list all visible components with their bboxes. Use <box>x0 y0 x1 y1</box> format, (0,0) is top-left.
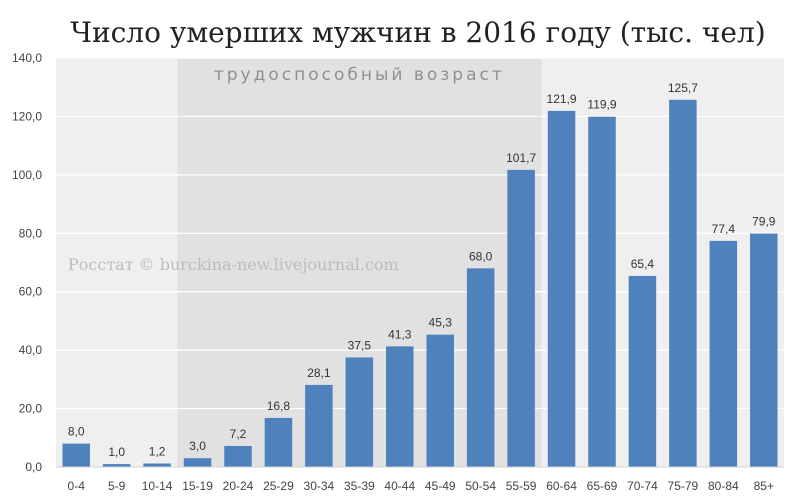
x-tick-label: 15-19 <box>182 479 213 493</box>
x-tick-label: 60-64 <box>546 479 577 493</box>
bar <box>669 99 697 467</box>
x-tick-label: 65-69 <box>587 479 618 493</box>
data-label: 68,0 <box>469 249 493 263</box>
data-label: 1,0 <box>108 445 125 459</box>
data-label: 8,0 <box>68 425 85 439</box>
data-label: 16,8 <box>267 399 291 413</box>
watermark: Росстат © burckina-new.livejournal.com <box>68 255 399 274</box>
bar <box>750 233 778 467</box>
y-tick-label: 20,0 <box>19 402 43 416</box>
data-label: 3,0 <box>189 439 206 453</box>
region-label: трудоспособный возраст <box>214 65 505 85</box>
y-tick-label: 40,0 <box>19 343 43 357</box>
bar <box>224 445 252 467</box>
x-tick-label: 50-54 <box>465 479 496 493</box>
x-tick-label: 80-84 <box>708 479 739 493</box>
bar <box>345 357 374 467</box>
data-label: 45,3 <box>429 316 453 330</box>
data-label: 79,9 <box>752 215 776 229</box>
x-tick-label: 70-74 <box>627 479 658 493</box>
data-label: 125,7 <box>668 81 698 95</box>
y-tick-label: 100,0 <box>12 168 42 182</box>
data-label: 28,1 <box>307 366 331 380</box>
bar <box>305 384 333 467</box>
y-tick-label: 60,0 <box>19 285 43 299</box>
x-tick-label: 55-59 <box>506 479 537 493</box>
bar <box>386 346 414 467</box>
x-tick-label: 10-14 <box>142 479 173 493</box>
bar <box>628 275 657 467</box>
x-tick-label: 85+ <box>754 479 774 493</box>
data-label: 65,4 <box>631 257 655 271</box>
data-label: 37,5 <box>348 338 372 352</box>
bar <box>426 334 454 467</box>
y-tick-label: 120,0 <box>12 109 42 123</box>
x-tick-label: 25-29 <box>263 479 294 493</box>
x-tick-label: 5-9 <box>108 479 126 493</box>
y-tick-label: 0,0 <box>25 460 42 474</box>
x-tick-label: 30-34 <box>304 479 335 493</box>
data-label: 101,7 <box>506 151 536 165</box>
x-tick-label: 20-24 <box>223 479 254 493</box>
bar <box>264 417 293 467</box>
x-tick-label: 0-4 <box>68 479 86 493</box>
bar <box>466 268 495 467</box>
y-tick-label: 80,0 <box>19 226 43 240</box>
plot-area: 0,0 20,0 40,0 60,0 80,0 100,0 120,0 140,0 трудос… <box>12 51 784 493</box>
data-label: 119,9 <box>587 98 616 112</box>
data-label: 77,4 <box>712 222 736 236</box>
y-tick-label: 140,0 <box>12 51 42 65</box>
bar <box>588 116 616 468</box>
data-label: 41,3 <box>388 327 412 341</box>
x-tick-label: 45-49 <box>425 479 456 493</box>
x-tick-label: 75-79 <box>668 479 699 493</box>
data-label: 7,2 <box>230 427 247 441</box>
x-tick-label: 35-39 <box>344 479 375 493</box>
bar <box>102 464 131 467</box>
bar <box>507 169 535 467</box>
bar <box>183 458 212 467</box>
chart-title: Число умерших мужчин в 2016 году (тыс. ч… <box>70 16 765 49</box>
bar <box>547 110 576 467</box>
data-label: 121,9 <box>547 92 577 106</box>
x-tick-label: 40-44 <box>384 479 415 493</box>
bar <box>143 463 171 467</box>
bar <box>62 443 90 467</box>
bar <box>709 240 738 467</box>
data-label: 1,2 <box>149 444 166 458</box>
